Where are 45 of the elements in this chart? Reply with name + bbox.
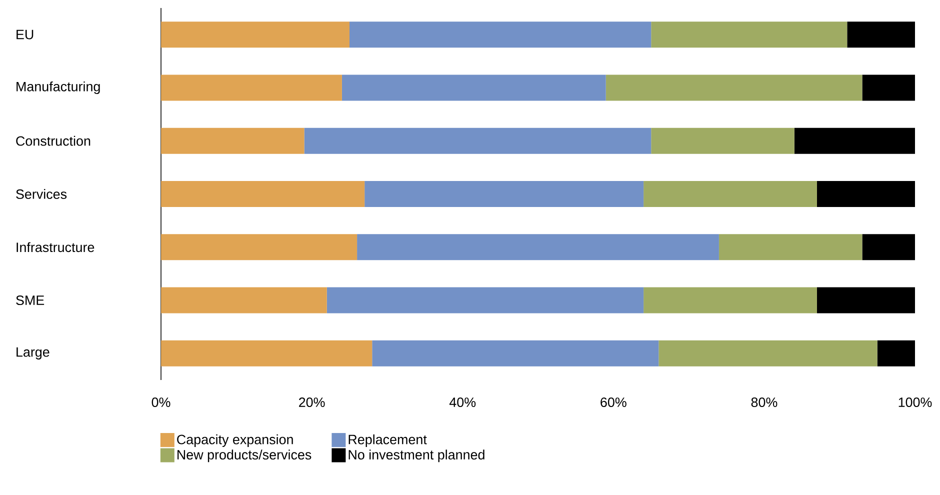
legend-label: New products/services	[178, 450, 312, 462]
bar	[877, 340, 916, 366]
bar	[161, 181, 365, 208]
bar	[161, 340, 372, 366]
bar	[364, 181, 644, 208]
x-tick-label: 80%	[751, 398, 778, 408]
bar	[357, 234, 719, 260]
bar	[350, 22, 652, 48]
bar	[718, 234, 862, 260]
bar	[161, 287, 327, 314]
legend-label: Replacement	[348, 434, 427, 447]
bar	[651, 128, 794, 154]
x-tick-label: 0%	[152, 398, 170, 408]
x-tick-label: 20%	[299, 398, 325, 408]
bar	[161, 128, 304, 154]
bar	[161, 74, 342, 101]
bar	[794, 128, 916, 154]
bar	[862, 234, 916, 260]
bar	[644, 287, 817, 314]
bar	[372, 340, 659, 366]
bar	[847, 22, 916, 48]
y-tick-label: SME	[16, 296, 44, 306]
legend-label: Capacity expansion	[177, 434, 293, 447]
bar	[816, 287, 916, 314]
legend-label: No investment planned	[348, 450, 484, 462]
y-tick-label: EU	[16, 30, 34, 40]
bar	[304, 128, 652, 154]
bar	[651, 22, 848, 48]
x-tick-label: 60%	[600, 398, 626, 408]
y-tick-label: Construction	[16, 136, 90, 146]
bar	[862, 74, 916, 101]
bar	[342, 74, 606, 101]
x-tick-label: 40%	[449, 398, 476, 408]
y-tick-label: Services	[16, 189, 67, 199]
x-tick-label: 100%	[898, 398, 932, 408]
bar	[161, 22, 350, 48]
y-tick-label: Infrastructure	[16, 242, 94, 252]
y-tick-label: Large	[16, 347, 50, 360]
bar	[816, 181, 916, 208]
bar	[644, 181, 817, 208]
bar	[161, 234, 358, 260]
bar	[658, 340, 878, 366]
y-tick-label: Manufacturing	[16, 81, 100, 94]
bar	[606, 74, 862, 101]
bar	[326, 287, 644, 314]
